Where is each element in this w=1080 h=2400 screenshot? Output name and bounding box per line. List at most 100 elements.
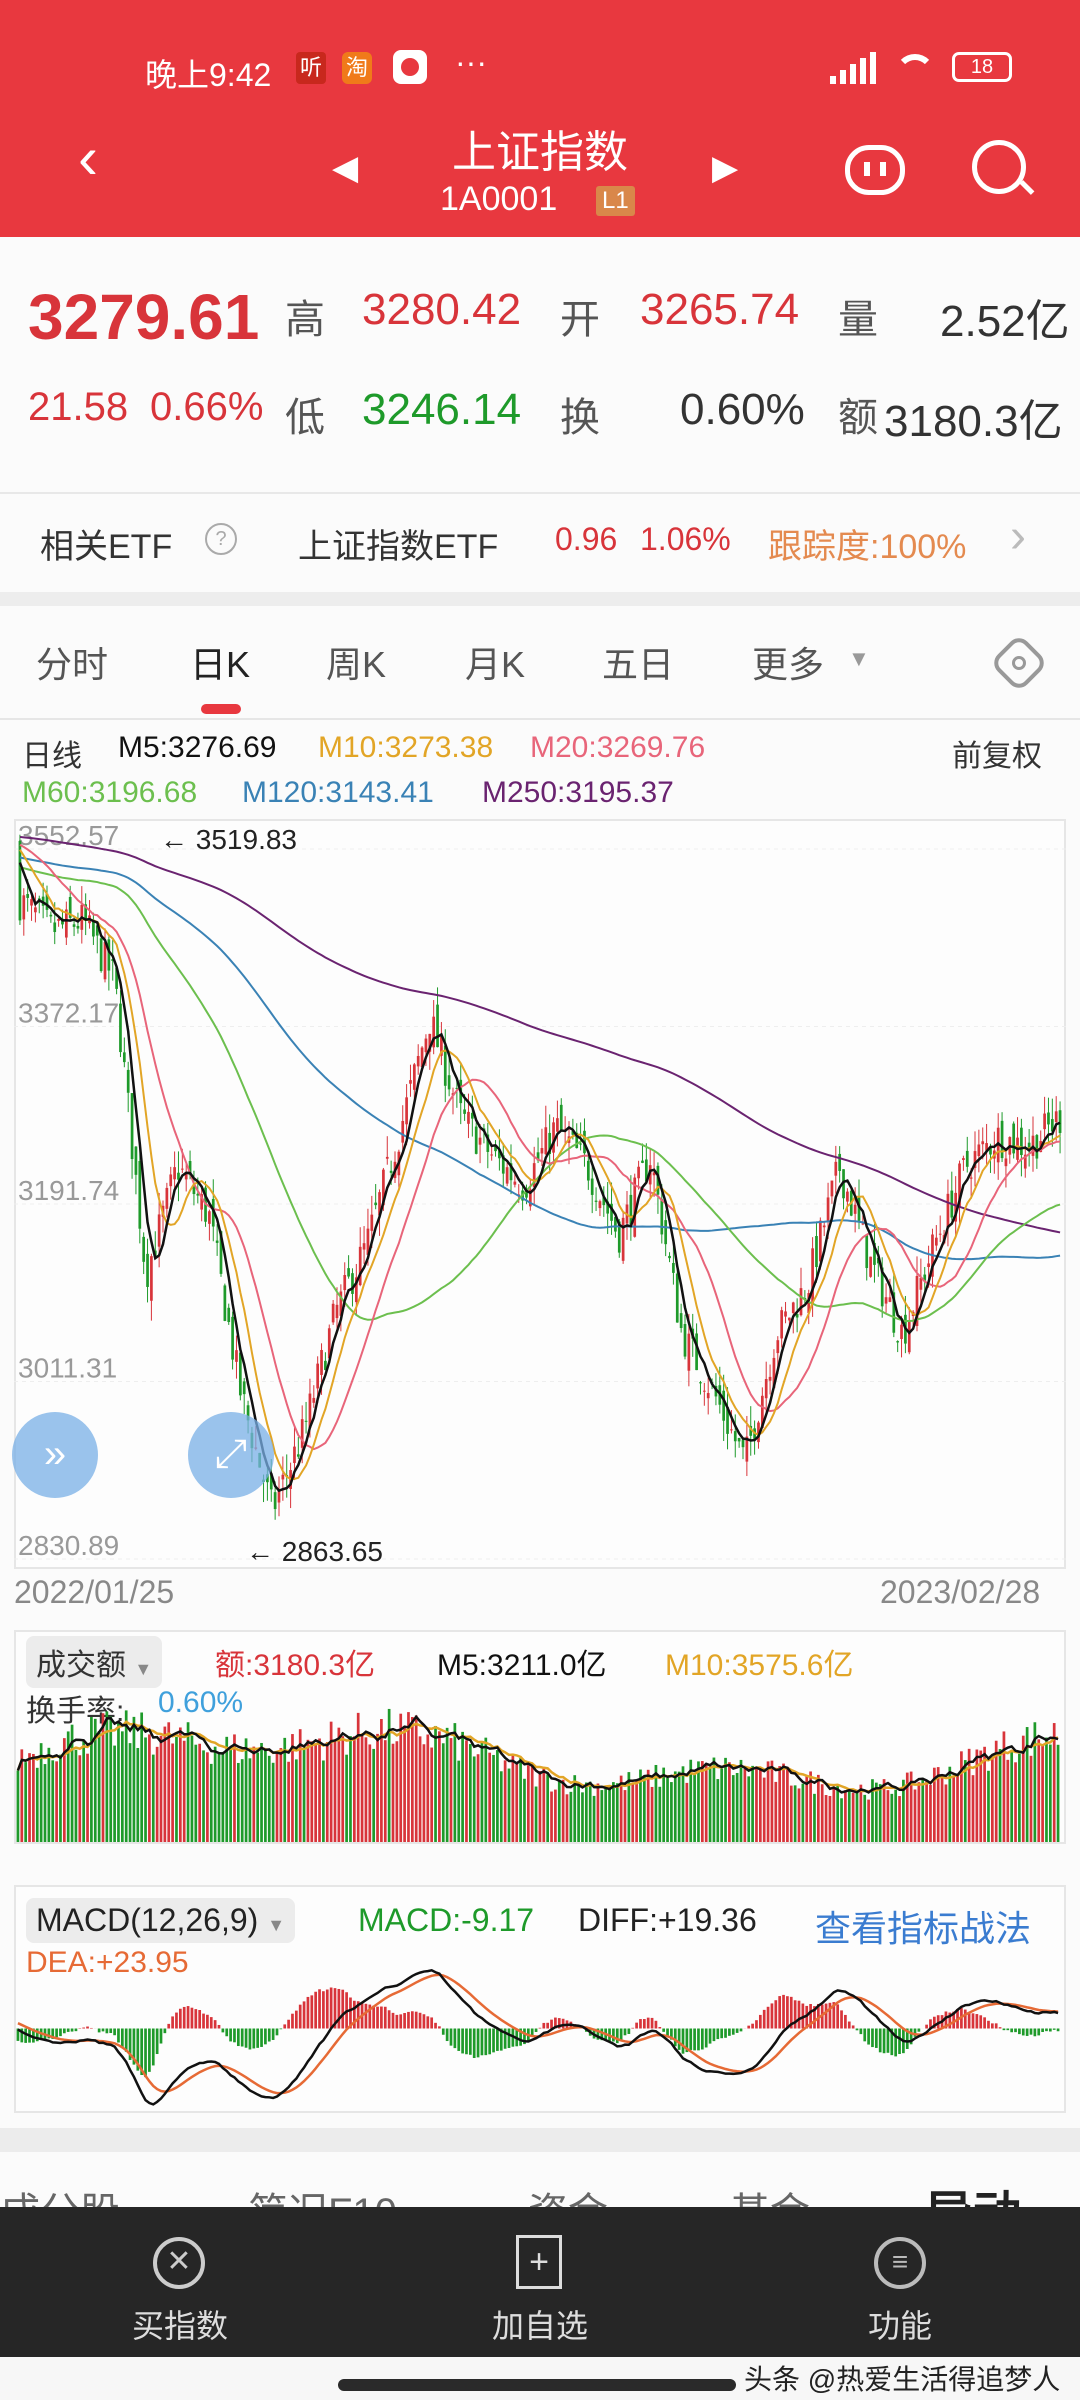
volume-bar: [407, 1712, 410, 1842]
tab-weekly-k[interactable]: 周K: [326, 644, 387, 685]
macd-bar: [399, 2014, 403, 2029]
fullscreen-button[interactable]: ⤢: [188, 1412, 274, 1498]
macd-bar: [871, 2028, 874, 2048]
candle-body: [463, 1109, 466, 1114]
candle-body: [490, 1154, 494, 1156]
macd-bar: [929, 2019, 932, 2029]
macd-indicator-select[interactable]: MACD(12,26,9) ▼: [26, 1898, 296, 1943]
candle-body: [617, 1221, 621, 1253]
tab-monthly-k[interactable]: 月K: [465, 644, 526, 685]
home-indicator[interactable]: [338, 2379, 736, 2391]
macd-bar: [128, 2028, 132, 2060]
robot-icon[interactable]: [845, 145, 905, 195]
tab-five-day[interactable]: 五日: [602, 644, 675, 685]
candle-body: [923, 1274, 927, 1281]
volume-bar: [584, 1782, 588, 1842]
candle-body: [277, 1490, 281, 1503]
volume-bar: [828, 1795, 832, 1842]
macd-bar: [596, 2028, 600, 2040]
settings-icon[interactable]: [989, 633, 1049, 693]
candle-body: [76, 925, 80, 929]
macd-bar: [878, 2028, 882, 2053]
macd-bar: [198, 2010, 202, 2029]
candle-body: [223, 1285, 227, 1321]
macd-bar: [805, 2005, 809, 2029]
macd-bar: [430, 2017, 434, 2029]
macd-bar: [260, 2028, 263, 2047]
volume-bar: [93, 1718, 97, 1842]
volume-bar: [716, 1779, 720, 1842]
related-etf-row[interactable]: 相关ETF ? 上证指数ETF 0.96 1.06% 跟踪度:100% ›: [0, 495, 1080, 590]
macd-bar: [178, 2008, 182, 2029]
volume-bar: [457, 1760, 461, 1842]
macd-bar: [175, 2012, 178, 2029]
candle-body: [84, 904, 88, 921]
volume-bar: [395, 1741, 399, 1842]
macd-value: MACD:-9.17: [358, 1902, 535, 1938]
y-tick-label: 3191.74: [18, 1175, 119, 1206]
candle-body: [818, 1220, 822, 1262]
candle-body: [385, 1156, 389, 1159]
candle-body: [788, 1317, 791, 1321]
candle-body: [238, 1352, 242, 1396]
search-icon[interactable]: [972, 140, 1035, 195]
tab-daily-k[interactable]: 日K: [190, 644, 251, 685]
volume-bar: [534, 1786, 538, 1842]
volume-bar: [844, 1790, 847, 1842]
candle-body: [888, 1297, 892, 1302]
candle-body: [208, 1211, 211, 1224]
macd-bar: [793, 2000, 797, 2029]
macd-bar: [979, 2015, 983, 2029]
candle-body: [304, 1420, 308, 1422]
volume-bar: [74, 1749, 78, 1842]
tab-more[interactable]: 更多: [752, 644, 825, 685]
macd-selector-label: MACD(12,26,9): [36, 1902, 259, 1938]
volume-bar: [492, 1754, 495, 1842]
volume-bar: [929, 1784, 932, 1842]
back-icon[interactable]: ‹: [78, 124, 98, 191]
candle-body: [447, 1075, 451, 1090]
macd-bar: [673, 2028, 677, 2047]
candle-body: [362, 1243, 366, 1250]
help-icon[interactable]: ?: [205, 523, 237, 555]
volume-bar: [155, 1746, 159, 1842]
macd-bar: [62, 2028, 66, 2034]
volume-bar: [349, 1736, 352, 1842]
candle-body: [544, 1127, 548, 1155]
next-stock-icon[interactable]: ▶: [712, 149, 739, 187]
add-watchlist-button[interactable]: + 加自选: [440, 2229, 640, 2349]
tab-intraday[interactable]: 分时: [36, 644, 109, 685]
candle-body: [273, 1492, 277, 1510]
macd-bar: [700, 2028, 704, 2050]
prev-stock-icon[interactable]: ◀: [332, 149, 359, 187]
volume-bar: [32, 1753, 35, 1842]
volume-bar: [484, 1737, 488, 1842]
candle-body: [184, 1174, 188, 1180]
buy-index-button[interactable]: ✕ 买指数: [80, 2229, 280, 2349]
kline-chart[interactable]: 3552.57 3372.17 3191.74 3011.31 2830.89: [14, 819, 1066, 1569]
indicator-strategy-link[interactable]: 查看指标战法: [815, 1908, 1032, 1949]
macd-bar: [209, 2017, 213, 2029]
candle-body: [177, 1172, 180, 1180]
candle-body: [594, 1200, 598, 1202]
candle-body: [188, 1161, 192, 1176]
candle-body: [548, 1132, 552, 1155]
candle-body: [644, 1159, 648, 1182]
volume-bar: [148, 1734, 151, 1842]
volume-bar: [789, 1785, 793, 1842]
volume-bar: [905, 1772, 909, 1842]
volume-bar: [1010, 1751, 1014, 1842]
macd-bar: [600, 2028, 604, 2041]
adjust-mode[interactable]: 前复权: [952, 740, 1042, 773]
macd-bar: [990, 2023, 994, 2029]
macd-bar: [642, 2019, 646, 2029]
volume-bar: [264, 1749, 267, 1842]
functions-button[interactable]: ≡ 功能: [800, 2229, 1000, 2349]
scroll-left-button[interactable]: »: [12, 1412, 98, 1498]
volume-bar: [685, 1782, 689, 1842]
volume-bar: [248, 1758, 252, 1842]
candle-body: [575, 1132, 579, 1149]
volume-indicator-select[interactable]: 成交额 ▼: [26, 1636, 163, 1688]
volume-bar: [1002, 1731, 1006, 1842]
volume-bar: [642, 1775, 646, 1842]
